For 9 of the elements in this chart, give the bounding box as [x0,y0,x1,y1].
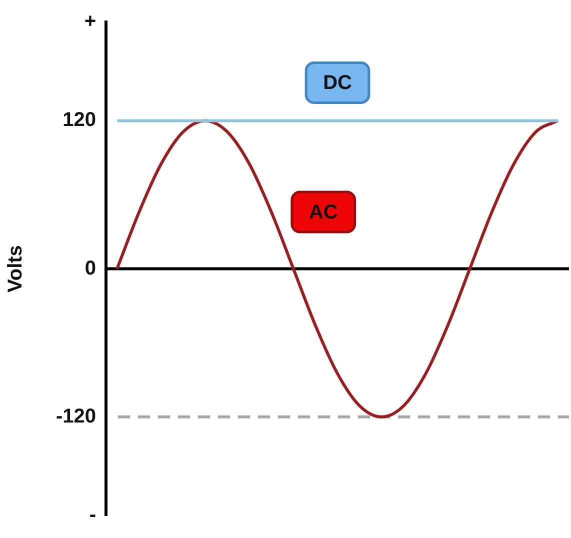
y-axis-title: Volts [4,245,27,293]
series-label: DC [323,72,352,94]
y-tick-label: - [89,504,96,526]
y-tick-label: 0 [84,257,96,280]
y-tick-label: -120 [56,405,96,428]
series-label: AC [308,202,338,224]
line-series [116,119,560,418]
y-tick-label: + [84,10,96,33]
y-tick-label: 120 [62,109,96,132]
